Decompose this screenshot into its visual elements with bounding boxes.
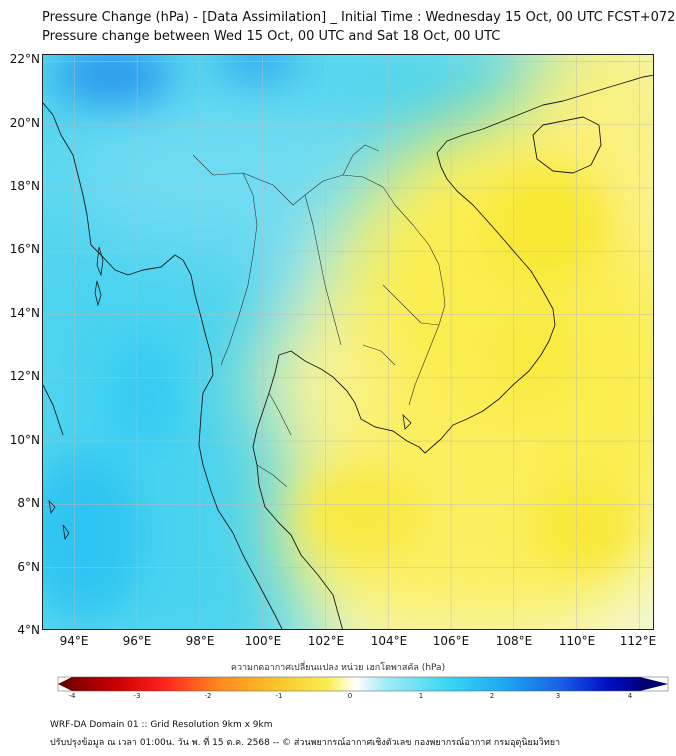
lon-label-94: 94°E <box>59 634 89 648</box>
colorbar-outline <box>57 676 669 692</box>
pressure-change-map <box>43 55 653 629</box>
lat-label-8: 8°N <box>17 496 40 510</box>
colorbar <box>57 676 669 692</box>
lon-label-112: 112°E <box>619 634 657 648</box>
lat-label-18: 18°N <box>9 179 40 193</box>
lat-label-10: 10°N <box>9 433 40 447</box>
chart-subtitle: Pressure change between Wed 15 Oct, 00 U… <box>42 29 501 44</box>
colorbar-min-extend <box>58 677 72 691</box>
lat-label-16: 16°N <box>9 242 40 256</box>
colorbar-tick-3: 3 <box>555 692 561 700</box>
colorbar-gradient <box>72 677 640 691</box>
strong-negative-anomaly <box>303 165 633 570</box>
coastline <box>43 74 653 629</box>
colorbar-tick-4: 4 <box>627 692 633 700</box>
colorbar-tick-neg2: -2 <box>204 692 212 700</box>
colorbar-max-extend <box>640 677 668 691</box>
lon-label-104: 104°E <box>370 634 408 648</box>
footer-update-info: ปรับปรุงข้อมูล ณ เวลา 01:00น. วัน พ. ที่… <box>50 738 561 748</box>
admin-borders <box>192 144 446 488</box>
lon-label-110: 110°E <box>558 634 596 648</box>
colorbar-tick-0: 0 <box>347 692 353 700</box>
colorbar-tick-2: 2 <box>489 692 495 700</box>
map-panel <box>42 54 654 630</box>
lat-label-14: 14°N <box>9 306 40 320</box>
chart-title: Pressure Change (hPa) - [Data Assimilati… <box>42 10 676 25</box>
lon-label-96: 96°E <box>122 634 152 648</box>
colorbar-tick-neg4: -4 <box>68 692 76 700</box>
lon-label-98: 98°E <box>185 634 215 648</box>
lat-label-20: 20°N <box>9 116 40 130</box>
islands <box>48 246 412 541</box>
lon-label-108: 108°E <box>495 634 533 648</box>
footer-model-info: WRF-DA Domain 01 :: Grid Resolution 9km … <box>50 720 273 730</box>
lon-label-102: 102°E <box>307 634 345 648</box>
lon-label-106: 106°E <box>432 634 470 648</box>
lat-label-4: 4°N <box>17 623 40 637</box>
colorbar-tick-neg3: -3 <box>133 692 141 700</box>
lon-label-100: 100°E <box>244 634 282 648</box>
lat-label-22: 22°N <box>9 52 40 66</box>
colorbar-title: ความกดอากาศเปลี่ยนแปลง หน่วย เฮกโตพาสคัล… <box>230 663 446 673</box>
colorbar-tick-neg1: -1 <box>275 692 283 700</box>
colorbar-tick-1: 1 <box>418 692 424 700</box>
lat-label-6: 6°N <box>17 560 40 574</box>
graticule <box>43 55 653 629</box>
lat-label-12: 12°N <box>9 369 40 383</box>
